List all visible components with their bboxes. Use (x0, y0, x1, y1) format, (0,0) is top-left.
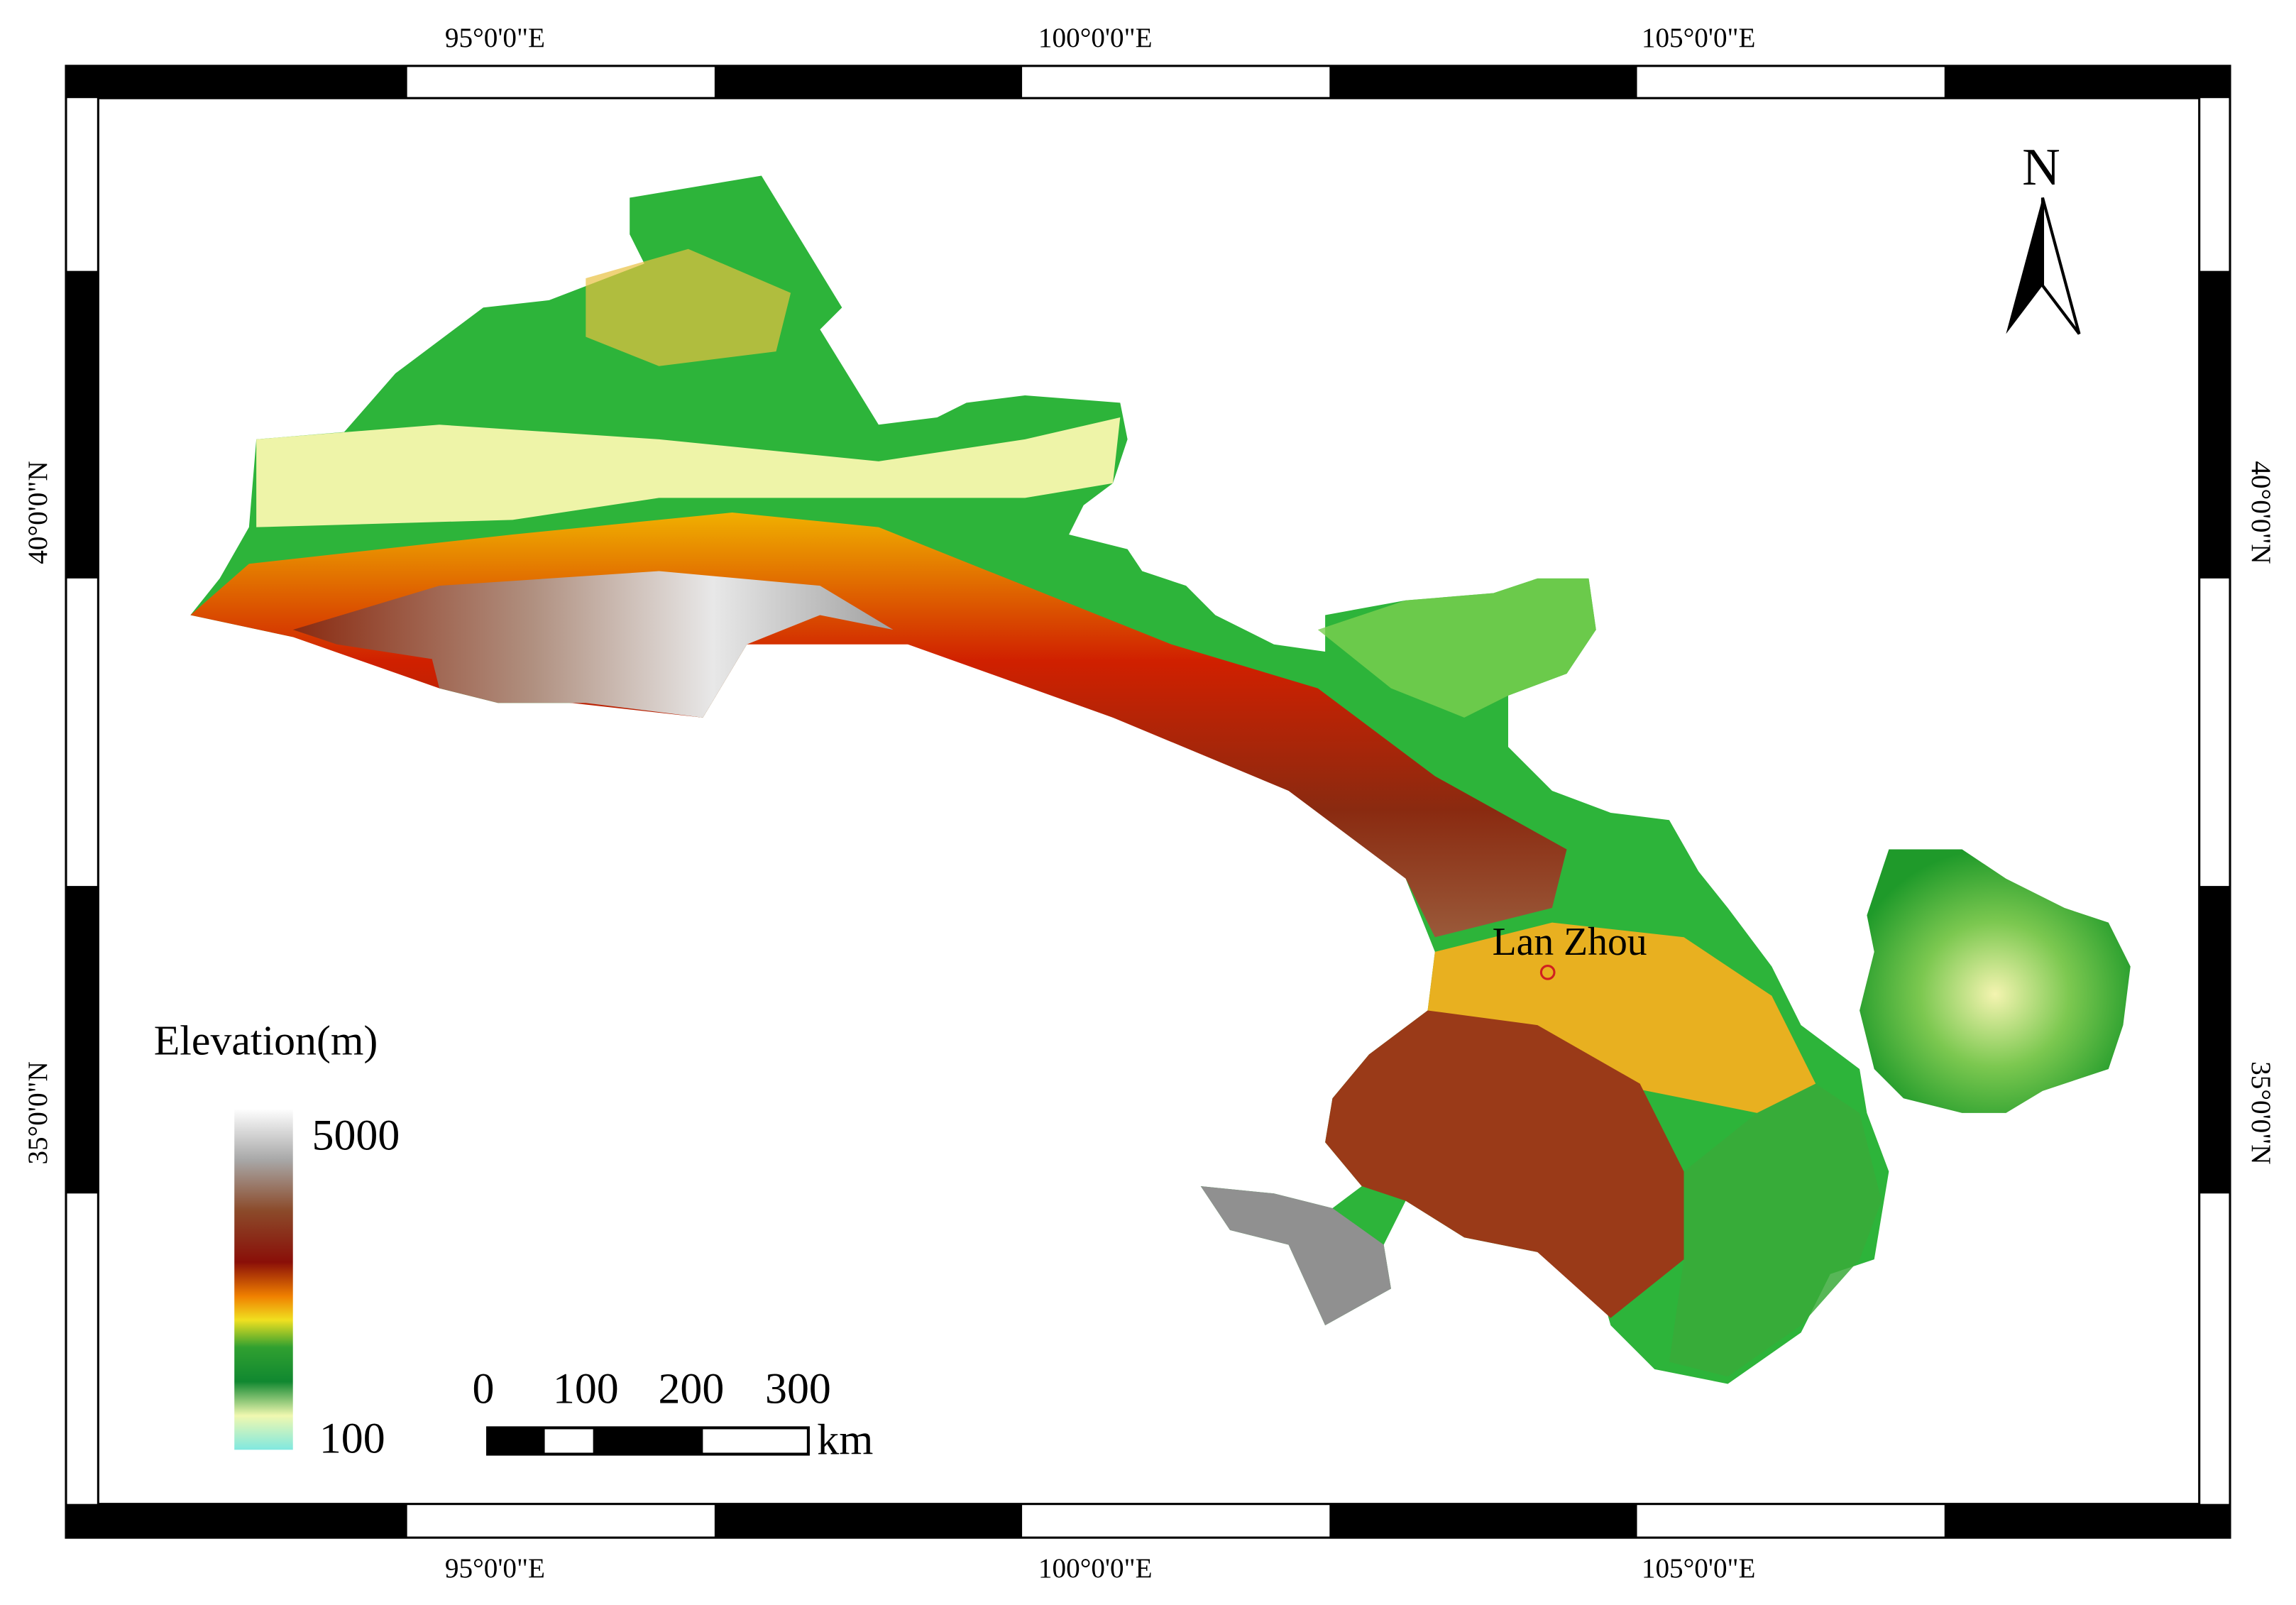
legend-title: Elevation(m) (154, 1017, 378, 1063)
latitude-label: 35°0'0"N (2246, 1061, 2276, 1164)
scale-label: 100 (553, 1364, 619, 1413)
latitude-label: 40°0'0"N (2246, 461, 2276, 564)
scale-unit: km (817, 1416, 873, 1464)
city-marker (1539, 964, 1556, 980)
legend-max: 5000 (312, 1111, 400, 1159)
scale-bar: 0 100 200 300 km (472, 1364, 873, 1464)
legend-ramp (234, 1108, 293, 1450)
latitude-label: 35°0'0"N (23, 1061, 53, 1164)
north-label: N (2022, 138, 2060, 197)
scale-label: 200 (658, 1364, 724, 1413)
longitude-label: 105°0'0"E (1642, 23, 1756, 53)
longitude-label: 100°0'0"E (1038, 1553, 1153, 1584)
longitude-label: 105°0'0"E (1642, 1553, 1756, 1584)
north-arrow: N (2006, 138, 2081, 335)
city-label: Lan Zhou (1493, 920, 1647, 964)
scale-label: 300 (765, 1364, 831, 1413)
elevation-raster (190, 175, 2131, 1384)
scale-label: 0 (472, 1364, 494, 1413)
legend-min: 100 (319, 1414, 385, 1462)
longitude-label: 95°0'0"E (445, 1553, 545, 1584)
latitude-label: 40°0'0"N (23, 461, 53, 564)
legend: Elevation(m) 5000 100 (154, 1017, 400, 1462)
longitude-label: 100°0'0"E (1038, 23, 1153, 53)
longitude-label: 95°0'0"E (445, 23, 545, 53)
map-frame (65, 65, 2231, 1539)
